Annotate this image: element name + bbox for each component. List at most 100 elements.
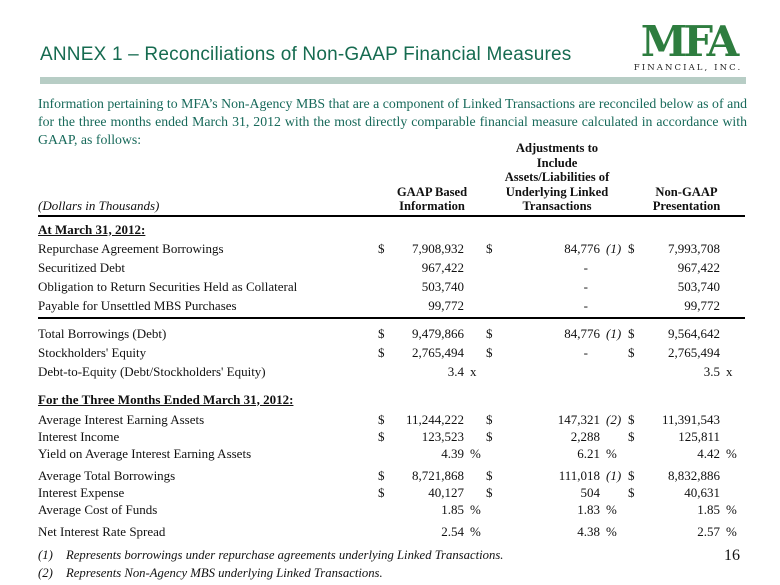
- value-cell: -: [583, 278, 588, 294]
- value-cell: 504: [580, 484, 601, 500]
- value-cell: 9,479,866: [412, 325, 464, 341]
- value-cell: 967,422: [421, 259, 464, 275]
- section-heading: For the Three Months Ended March 31, 201…: [38, 391, 294, 407]
- value-cell: 99,772: [428, 297, 464, 313]
- value-cell: 9,564,642: [668, 325, 720, 341]
- currency-symbol: $: [486, 467, 493, 483]
- currency-symbol: [486, 296, 514, 315]
- suffix-cell: [600, 343, 628, 362]
- table-row: Payable for Unsettled MBS Purchases 99,77…: [38, 296, 745, 319]
- table-header-row: (Dollars in Thousands) GAAP Based Inform…: [38, 141, 745, 217]
- table-row: Average Total Borrowings $8,721,868 $111,0…: [38, 467, 745, 484]
- currency-symbol: $: [378, 325, 385, 341]
- value-cell: 11,391,543: [661, 411, 720, 427]
- suffix-cell: (2): [606, 411, 622, 427]
- currency-symbol: $: [628, 484, 635, 500]
- currency-symbol: $: [486, 428, 493, 444]
- currency-symbol: [628, 258, 642, 277]
- value-cell: 40,631: [684, 484, 720, 500]
- suffix-cell: [600, 296, 628, 315]
- suffix-cell: [600, 277, 628, 296]
- row-label: Securitized Debt: [38, 259, 125, 275]
- suffix-cell: [720, 467, 745, 484]
- row-label: Obligation to Return Securities Held as …: [38, 278, 298, 294]
- suffix-cell: %: [470, 523, 481, 539]
- section-heading: At March 31, 2012:: [38, 221, 146, 237]
- value-cell: 967,422: [677, 259, 720, 275]
- suffix-cell: [720, 239, 745, 258]
- table-row: Stockholders' Equity $2,765,494 $ - $2,765,4…: [38, 343, 745, 362]
- currency-symbol: $: [378, 344, 385, 360]
- footnote-text: Represents borrowings under repurchase a…: [66, 547, 504, 562]
- currency-symbol: [378, 445, 394, 462]
- row-label: Debt-to-Equity (Debt/Stockholders' Equit…: [38, 363, 266, 379]
- value-cell: 4.42: [697, 445, 720, 461]
- value-cell: 2.54: [441, 523, 464, 539]
- row-label: Payable for Unsettled MBS Purchases: [38, 297, 237, 313]
- table-row: Obligation to Return Securities Held as …: [38, 277, 745, 296]
- footnote-ref: (2): [38, 566, 53, 580]
- value-cell: 8,721,868: [412, 467, 464, 483]
- currency-symbol: $: [486, 240, 493, 256]
- column-header-gaap: GAAP Based Information: [396, 184, 468, 214]
- suffix-cell: [464, 343, 486, 362]
- currency-symbol: $: [486, 484, 493, 500]
- value-cell: 4.38: [577, 523, 600, 539]
- currency-symbol: [628, 501, 642, 518]
- footnote-2: (2) Represents Non-Agency MBS underlying…: [38, 564, 745, 583]
- currency-symbol: $: [378, 467, 385, 483]
- suffix-cell: [464, 428, 486, 445]
- suffix-cell: (1): [606, 325, 622, 341]
- currency-symbol: [486, 523, 514, 540]
- suffix-cell: [600, 428, 628, 445]
- suffix-cell: %: [606, 445, 617, 461]
- value-cell: 1.83: [577, 501, 600, 517]
- value-cell: -: [583, 297, 588, 313]
- value-cell: -: [583, 259, 588, 275]
- suffix-cell: [464, 484, 486, 501]
- suffix-cell: [720, 411, 745, 428]
- currency-symbol: [378, 362, 394, 381]
- value-cell: 1.85: [697, 501, 720, 517]
- suffix-cell: [720, 324, 745, 343]
- currency-symbol: $: [378, 411, 385, 427]
- value-cell: 2,765,494: [412, 344, 464, 360]
- suffix-cell: %: [606, 523, 617, 539]
- table-row: Average Cost of Funds 1.85% 1.83% 1.85%: [38, 501, 745, 518]
- value-cell: 111,018: [558, 467, 600, 483]
- suffix-cell: [720, 343, 745, 362]
- currency-symbol: $: [628, 467, 635, 483]
- suffix-cell: [464, 277, 486, 296]
- reconciliation-table: (Dollars in Thousands) GAAP Based Inform…: [38, 141, 745, 583]
- row-label: Repurchase Agreement Borrowings: [38, 240, 224, 256]
- suffix-cell: %: [726, 501, 737, 517]
- table-row: Yield on Average Interest Earning Assets…: [38, 445, 745, 462]
- value-cell: 123,523: [421, 428, 464, 444]
- suffix-cell: [464, 239, 486, 258]
- suffix-cell: %: [606, 501, 617, 517]
- column-header-adjustments: Adjustments to Include Assets/Liabilitie…: [504, 141, 610, 213]
- currency-symbol: [486, 277, 514, 296]
- currency-symbol: $: [628, 325, 635, 341]
- suffix-cell: [720, 484, 745, 501]
- value-cell: 3.4: [447, 363, 464, 379]
- currency-symbol: [378, 501, 394, 518]
- suffix-cell: [464, 324, 486, 343]
- currency-symbol: $: [378, 428, 385, 444]
- suffix-cell: [600, 258, 628, 277]
- table-section: At March 31, 2012: Repurchase Agreement B…: [38, 220, 745, 381]
- currency-symbol: $: [378, 484, 385, 500]
- currency-symbol: [628, 277, 642, 296]
- currency-symbol: [378, 277, 394, 296]
- suffix-cell: [720, 428, 745, 445]
- row-label: Yield on Average Interest Earning Assets: [38, 445, 252, 461]
- row-label: Interest Expense: [38, 484, 125, 500]
- suffix-cell: %: [470, 501, 481, 517]
- units-label: (Dollars in Thousands): [38, 197, 160, 213]
- table-row: Repurchase Agreement Borrowings $7,908,93…: [38, 239, 745, 258]
- currency-symbol: $: [486, 325, 493, 341]
- value-cell: 125,811: [678, 428, 720, 444]
- footnotes: (1) Represents borrowings under repurcha…: [38, 546, 745, 583]
- currency-symbol: [486, 258, 514, 277]
